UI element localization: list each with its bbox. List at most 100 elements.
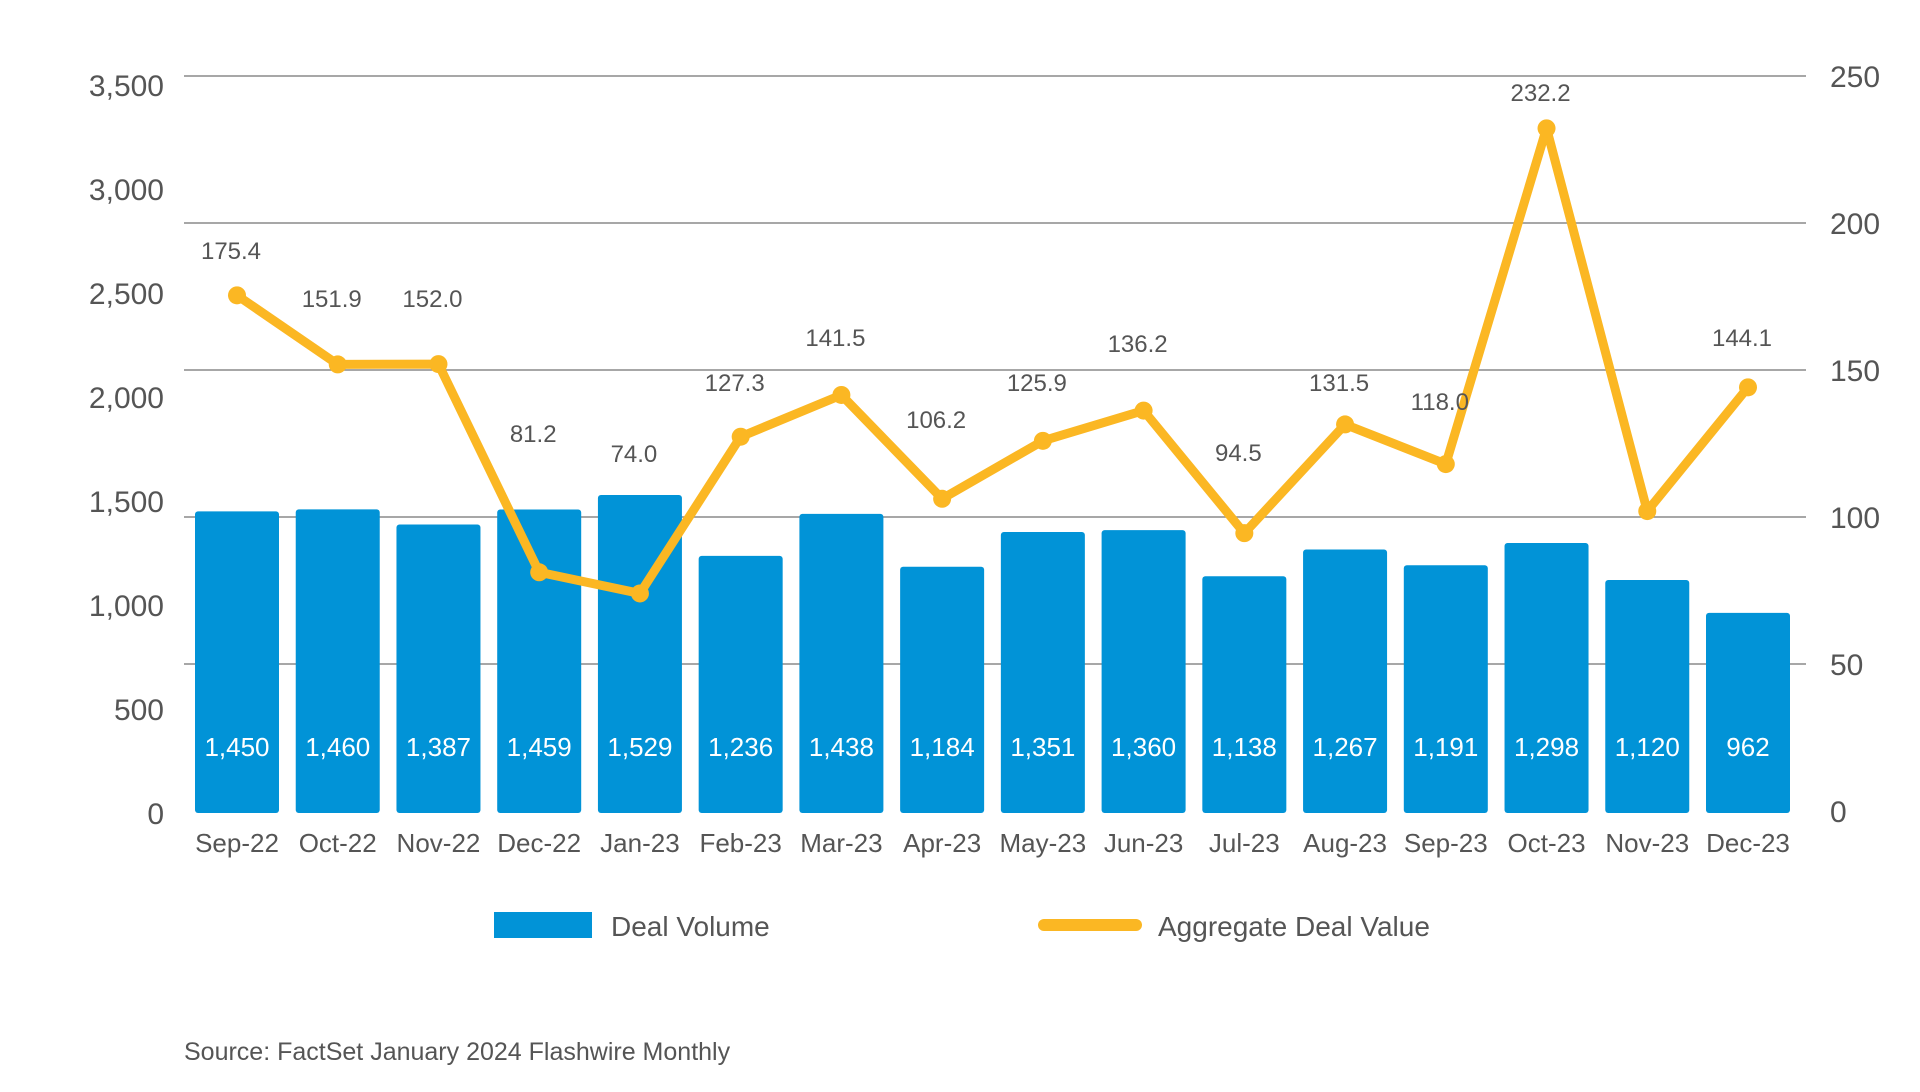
x-axis-category-label: Apr-23 (903, 828, 981, 858)
right-axis-tick-label: 100 (1830, 502, 1880, 535)
right-axis-tick-label: 50 (1830, 649, 1863, 682)
line-point (328, 355, 347, 374)
line-value-label: 81.2 (510, 421, 557, 448)
bar (1605, 580, 1690, 813)
line-point (1033, 431, 1052, 450)
line-point (429, 355, 448, 374)
line-point (1739, 378, 1757, 397)
line-point (1134, 401, 1153, 420)
bar (1403, 565, 1488, 813)
bar (1202, 576, 1287, 813)
line-value-label: 74.0 (611, 441, 658, 468)
left-axis-tick-label: 3,500 (89, 70, 164, 103)
bar-value-label: 962 (1726, 732, 1769, 762)
line-point (1638, 502, 1657, 521)
line-value-label: 94.5 (1215, 440, 1262, 467)
bar-value-label: 1,184 (910, 732, 975, 762)
left-axis-tick-label: 500 (114, 694, 164, 727)
x-axis-category-label: Sep-22 (195, 828, 279, 858)
bar-value-label: 1,120 (1615, 732, 1680, 762)
bar (1504, 543, 1589, 813)
line-value-label: 141.5 (805, 325, 865, 352)
bar (799, 513, 884, 813)
series-line (232, 123, 1753, 598)
x-axis-category-label: Nov-23 (1605, 828, 1689, 858)
line-value-label: 127.3 (705, 370, 765, 397)
x-axis-category-label: May-23 (1000, 828, 1087, 858)
bar (597, 494, 682, 813)
x-axis-category-label: Nov-22 (397, 828, 481, 858)
bar (295, 509, 380, 813)
line-value-label: 152.0 (402, 286, 462, 313)
left-axis-tick-label: 2,500 (89, 278, 164, 311)
bar-value-label: 1,529 (607, 732, 672, 762)
right-axis-tick-label: 200 (1830, 208, 1880, 241)
legend-deal-volume-swatch (494, 912, 592, 938)
x-axis-category-label: Jan-23 (600, 828, 680, 858)
x-axis-category-label: Sep-23 (1404, 828, 1488, 858)
line-point (1235, 524, 1254, 543)
x-axis-category-labels: Sep-22 Oct-22 Nov-22 Dec-22 Jan-23 Feb-23 Mar-… (195, 828, 1790, 858)
right-axis-tick-label: 150 (1830, 355, 1880, 388)
line-value-label: 232.2 (1511, 80, 1571, 107)
line-value-label: 144.1 (1712, 325, 1772, 352)
bar-value-label: 1,236 (708, 732, 773, 762)
source-note: Source: FactSet January 2024 Flashwire M… (184, 1038, 731, 1066)
line-point (933, 489, 952, 508)
left-axis-tick-label: 2,000 (89, 382, 164, 415)
x-axis-category-label: Mar-23 (800, 828, 882, 858)
x-axis-category-label: Oct-22 (299, 828, 377, 858)
line-value-label: 136.2 (1108, 331, 1168, 358)
line-point (530, 563, 549, 582)
x-axis-category-label: Jun-23 (1104, 828, 1184, 858)
bar (1303, 549, 1388, 813)
line-value-label: 125.9 (1007, 370, 1067, 397)
line-value-label: 118.0 (1411, 389, 1469, 416)
x-axis-category-label: Jul-23 (1209, 828, 1280, 858)
bar-value-label: 1,450 (204, 732, 269, 762)
bar (396, 524, 481, 813)
bar-value-label: 1,438 (809, 732, 874, 762)
line-point (832, 385, 851, 404)
bar-value-label: 1,191 (1413, 732, 1478, 762)
line-point (630, 584, 649, 603)
line-value-label: 175.4 (201, 238, 261, 265)
left-y-axis: 0 500 1,000 1,500 2,000 2,500 3,000 3,500 (89, 70, 164, 831)
line-point (731, 427, 750, 446)
bar-value-label: 1,138 (1212, 732, 1277, 762)
right-axis-tick-label: 250 (1830, 61, 1880, 94)
x-axis-category-label: Feb-23 (699, 828, 781, 858)
line-point (228, 286, 246, 305)
x-axis-category-label: Oct-23 (1508, 828, 1586, 858)
line-point (1336, 415, 1355, 434)
line-point (1436, 455, 1455, 474)
bar-value-label: 1,298 (1514, 732, 1579, 762)
bar (195, 511, 279, 813)
legend: Deal Volume Aggregate Deal Value (494, 911, 1430, 942)
bar (1101, 530, 1186, 813)
left-axis-tick-label: 1,500 (89, 486, 164, 519)
legend-deal-volume-label: Deal Volume (611, 911, 770, 942)
x-axis-category-label: Dec-22 (497, 828, 581, 858)
legend-aggregate-deal-value-label: Aggregate Deal Value (1158, 911, 1430, 942)
aggregate-deal-value-line: 175.4 151.9 152.0 81.2 74.0 127.3 141.5 106.2 12… (201, 80, 1772, 603)
bar (497, 509, 582, 813)
bar (1000, 531, 1085, 813)
bar-value-label: 1,267 (1313, 732, 1378, 762)
deal-volume-bars: 1,450 1,460 1,387 1,459 1,529 1,236 1,438 1,184… (195, 494, 1790, 813)
line-value-label: 131.5 (1309, 370, 1369, 397)
bar-value-label: 1,387 (406, 732, 471, 762)
bar (1706, 612, 1790, 813)
line-value-label: 151.9 (302, 286, 362, 313)
bar (900, 566, 985, 813)
bar-value-label: 1,360 (1111, 732, 1176, 762)
left-axis-tick-label: 0 (147, 798, 164, 831)
left-axis-tick-label: 1,000 (89, 590, 164, 623)
x-axis-category-label: Dec-23 (1706, 828, 1790, 858)
bar-value-label: 1,351 (1010, 732, 1075, 762)
right-axis-tick-label: 0 (1830, 796, 1847, 829)
line-value-label: 106.2 (906, 407, 966, 434)
bar-value-label: 1,460 (305, 732, 370, 762)
bar-value-label: 1,459 (507, 732, 572, 762)
